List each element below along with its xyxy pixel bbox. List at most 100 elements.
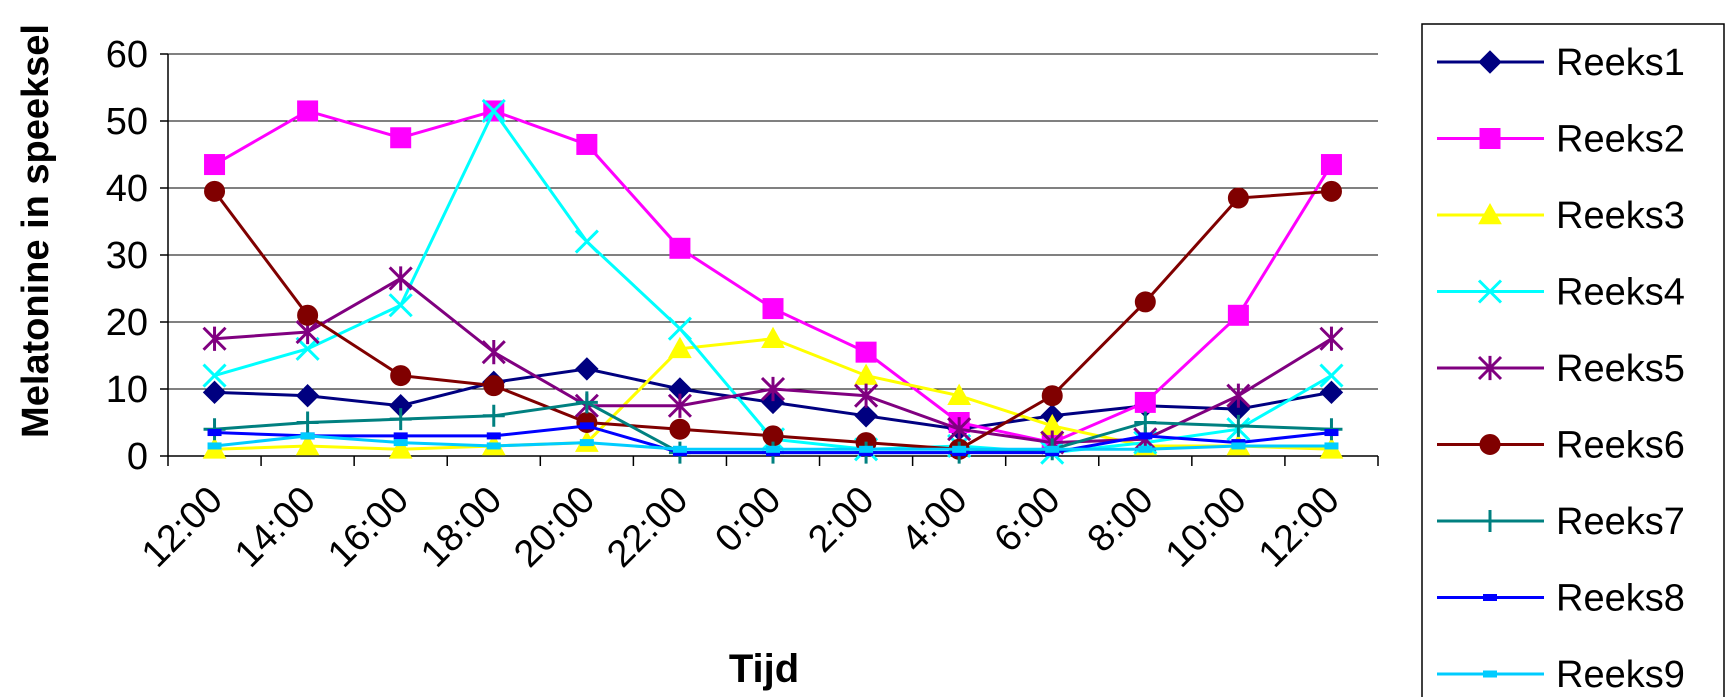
data-point xyxy=(390,365,412,387)
data-point xyxy=(388,266,413,291)
data-point xyxy=(1477,279,1503,304)
data-point xyxy=(854,363,878,385)
legend-box xyxy=(1421,23,1725,697)
data-point xyxy=(295,383,320,408)
data-point xyxy=(393,432,408,440)
data-point xyxy=(202,363,227,388)
data-point xyxy=(1227,414,1250,437)
legend-label: Reeks5 xyxy=(1556,348,1685,390)
data-point xyxy=(574,229,599,254)
x-tick-label: 18:00 xyxy=(413,479,510,576)
data-point xyxy=(486,432,501,440)
x-tick-label: 16:00 xyxy=(320,479,417,576)
data-point xyxy=(388,437,413,459)
legend-item-reeks1: Reeks1 xyxy=(1437,42,1685,84)
y-tick-label: 60 xyxy=(106,34,148,76)
data-point xyxy=(1320,180,1342,202)
data-point xyxy=(761,326,785,349)
data-point xyxy=(859,445,874,453)
x-tick-label: 10:00 xyxy=(1158,479,1255,576)
data-point xyxy=(207,429,222,437)
data-point xyxy=(761,390,785,415)
data-point xyxy=(207,442,222,450)
legend-item-reeks7: Reeks7 xyxy=(1437,501,1685,543)
y-tick-label: 20 xyxy=(106,302,148,344)
legend-item-reeks4: Reeks4 xyxy=(1437,272,1685,314)
legend-label: Reeks2 xyxy=(1556,119,1685,161)
gridlines xyxy=(168,53,1378,390)
legend-label: Reeks8 xyxy=(1556,578,1685,620)
data-point xyxy=(393,439,408,447)
data-point xyxy=(204,180,226,202)
data-point xyxy=(1319,326,1344,351)
data-point xyxy=(1045,445,1060,453)
data-point xyxy=(672,445,687,453)
data-point xyxy=(760,376,786,402)
x-axis-title: Tijd xyxy=(729,647,799,691)
legend: Reeks1 Reeks2 Reeks3 Reeks4 Reeks5 Reeks6 Reek… xyxy=(1421,23,1725,697)
data-point xyxy=(1231,442,1246,450)
data-point xyxy=(296,411,319,434)
data-point xyxy=(1134,411,1157,434)
x-tick-label: 22:00 xyxy=(599,479,696,576)
series-group xyxy=(202,98,1344,465)
y-tick-label: 30 xyxy=(106,235,148,277)
data-point xyxy=(388,293,413,318)
data-point xyxy=(1319,380,1344,405)
x-tick-label: 4:00 xyxy=(894,479,976,561)
legend-item-reeks8: Reeks8 xyxy=(1437,578,1685,620)
y-tick-label: 50 xyxy=(106,101,148,143)
x-tick-label: 2:00 xyxy=(800,479,882,561)
legend-label: Reeks9 xyxy=(1556,654,1685,696)
data-point xyxy=(1479,128,1501,149)
data-point xyxy=(1041,385,1063,407)
data-point xyxy=(202,380,227,405)
data-point xyxy=(766,445,780,453)
x-tick-label: 6:00 xyxy=(987,479,1069,561)
legend-label: Reeks7 xyxy=(1556,501,1685,543)
legend-item-reeks2: Reeks2 xyxy=(1437,119,1685,161)
data-point xyxy=(202,326,227,351)
data-point xyxy=(204,154,226,176)
data-point xyxy=(1320,154,1342,176)
series-reeks6 xyxy=(204,180,1342,460)
y-tick-label: 0 xyxy=(127,436,148,478)
legend-label: Reeks1 xyxy=(1556,42,1685,84)
data-point xyxy=(667,316,692,341)
data-point xyxy=(1324,429,1339,437)
data-point xyxy=(486,442,501,450)
x-tick-label: 8:00 xyxy=(1080,479,1162,561)
x-tick-label: 20:00 xyxy=(506,479,603,576)
legend-item-reeks5: Reeks5 xyxy=(1437,348,1685,390)
legend-label: Reeks4 xyxy=(1556,272,1685,314)
data-point xyxy=(579,439,594,447)
data-point xyxy=(297,100,319,122)
data-point xyxy=(668,336,692,359)
data-point xyxy=(947,417,972,442)
y-tick-label: 40 xyxy=(106,168,148,210)
data-point xyxy=(575,391,598,414)
data-point xyxy=(854,383,879,408)
data-point xyxy=(295,433,320,456)
data-point xyxy=(762,298,784,320)
data-point xyxy=(1324,442,1339,450)
x-tick-label: 12:00 xyxy=(134,479,231,576)
data-point xyxy=(669,237,691,259)
tick-labels: 010203040506012:0014:0016:0018:0020:0022… xyxy=(106,34,1348,576)
data-point xyxy=(1138,432,1153,440)
data-point xyxy=(1134,291,1156,313)
data-point xyxy=(389,408,412,431)
data-point xyxy=(947,383,972,405)
data-point xyxy=(575,357,599,381)
y-axis-title: Melatonine in speeksel xyxy=(15,24,57,438)
data-point xyxy=(482,404,505,427)
data-point xyxy=(297,304,319,326)
data-point xyxy=(1477,355,1503,381)
data-point xyxy=(576,133,598,155)
data-point xyxy=(667,393,692,418)
data-point xyxy=(1478,50,1502,74)
data-point xyxy=(1483,594,1497,601)
legend-item-reeks6: Reeks6 xyxy=(1437,425,1685,467)
y-tick-label: 10 xyxy=(106,369,148,411)
